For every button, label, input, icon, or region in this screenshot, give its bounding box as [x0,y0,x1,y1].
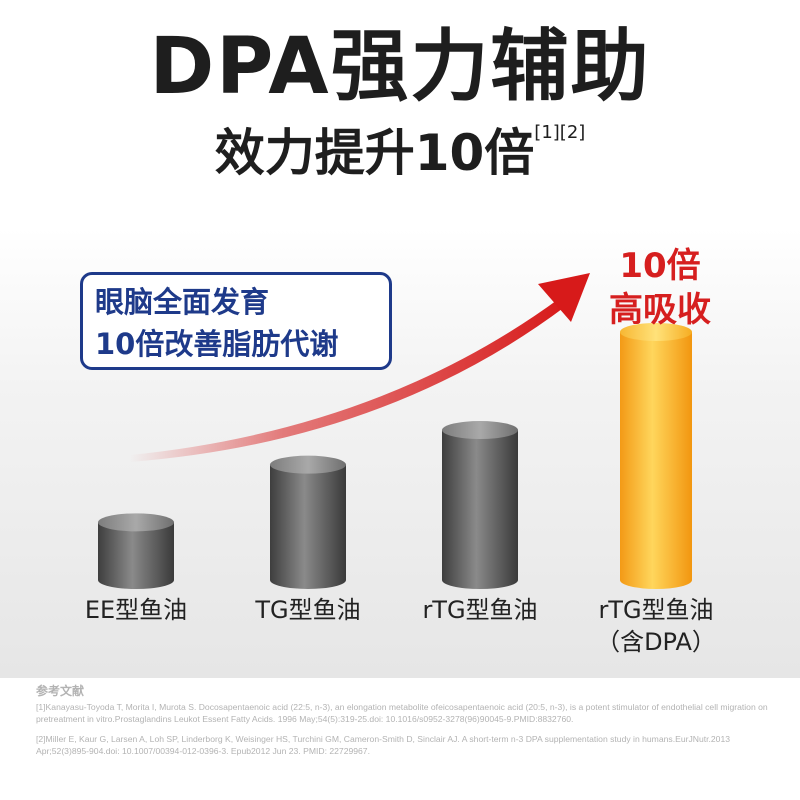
category-label-4: rTG型鱼油 （含DPA） [571,594,741,658]
reference-item-1: [1]Kanayasu-Toyoda T, Morita I, Murota S… [36,702,768,724]
category-label-4-line-2: （含DPA） [596,628,716,656]
bar-3-top [442,421,518,440]
references: 参考文献 [1]Kanayasu-Toyoda T, Morita I, Mur… [36,682,771,765]
bar-3-body [442,430,518,589]
category-label-4-line-1: rTG型鱼油 [598,596,714,624]
callout-line-1: 眼脑全面发育 [95,285,270,319]
growth-arrow [130,273,590,462]
highlight-line-1: 10倍 [619,246,701,286]
subtitle-ref-marks: [1][2] [534,122,586,143]
category-label-2-line-1: TG型鱼油 [255,596,361,624]
arrow-head [538,273,590,322]
bar-4-body [620,332,692,589]
subtitle-text: 效力提升10倍 [214,124,535,182]
bar-2-body [270,464,346,589]
reference-item-2: [2]Miller E, Kaur G, Larsen A, Loh SP, L… [36,734,731,756]
category-label-1: EE型鱼油 [51,594,221,626]
category-label-2: TG型鱼油 [223,594,393,626]
category-label-3: rTG型鱼油 [395,594,565,626]
references-title: 参考文献 [36,684,85,698]
bar-1-body [98,522,174,589]
highlight-line-2: 高吸收 [609,290,711,330]
bar-1-top [98,513,174,532]
highlight-annotation: 10倍 高吸收 [585,244,735,332]
callout-line-2: 10倍改善脂肪代谢 [95,327,339,361]
bar-4-top [620,323,692,341]
bar-2-top [270,455,346,474]
category-label-1-line-1: EE型鱼油 [84,596,188,624]
callout-box: 眼脑全面发育 10倍改善脂肪代谢 [80,272,392,370]
page-subtitle: 效力提升10倍[1][2] [0,124,800,179]
bars-group [98,323,692,589]
page-title: DPA强力辅助 [149,22,651,112]
category-label-3-line-1: rTG型鱼油 [422,596,538,624]
